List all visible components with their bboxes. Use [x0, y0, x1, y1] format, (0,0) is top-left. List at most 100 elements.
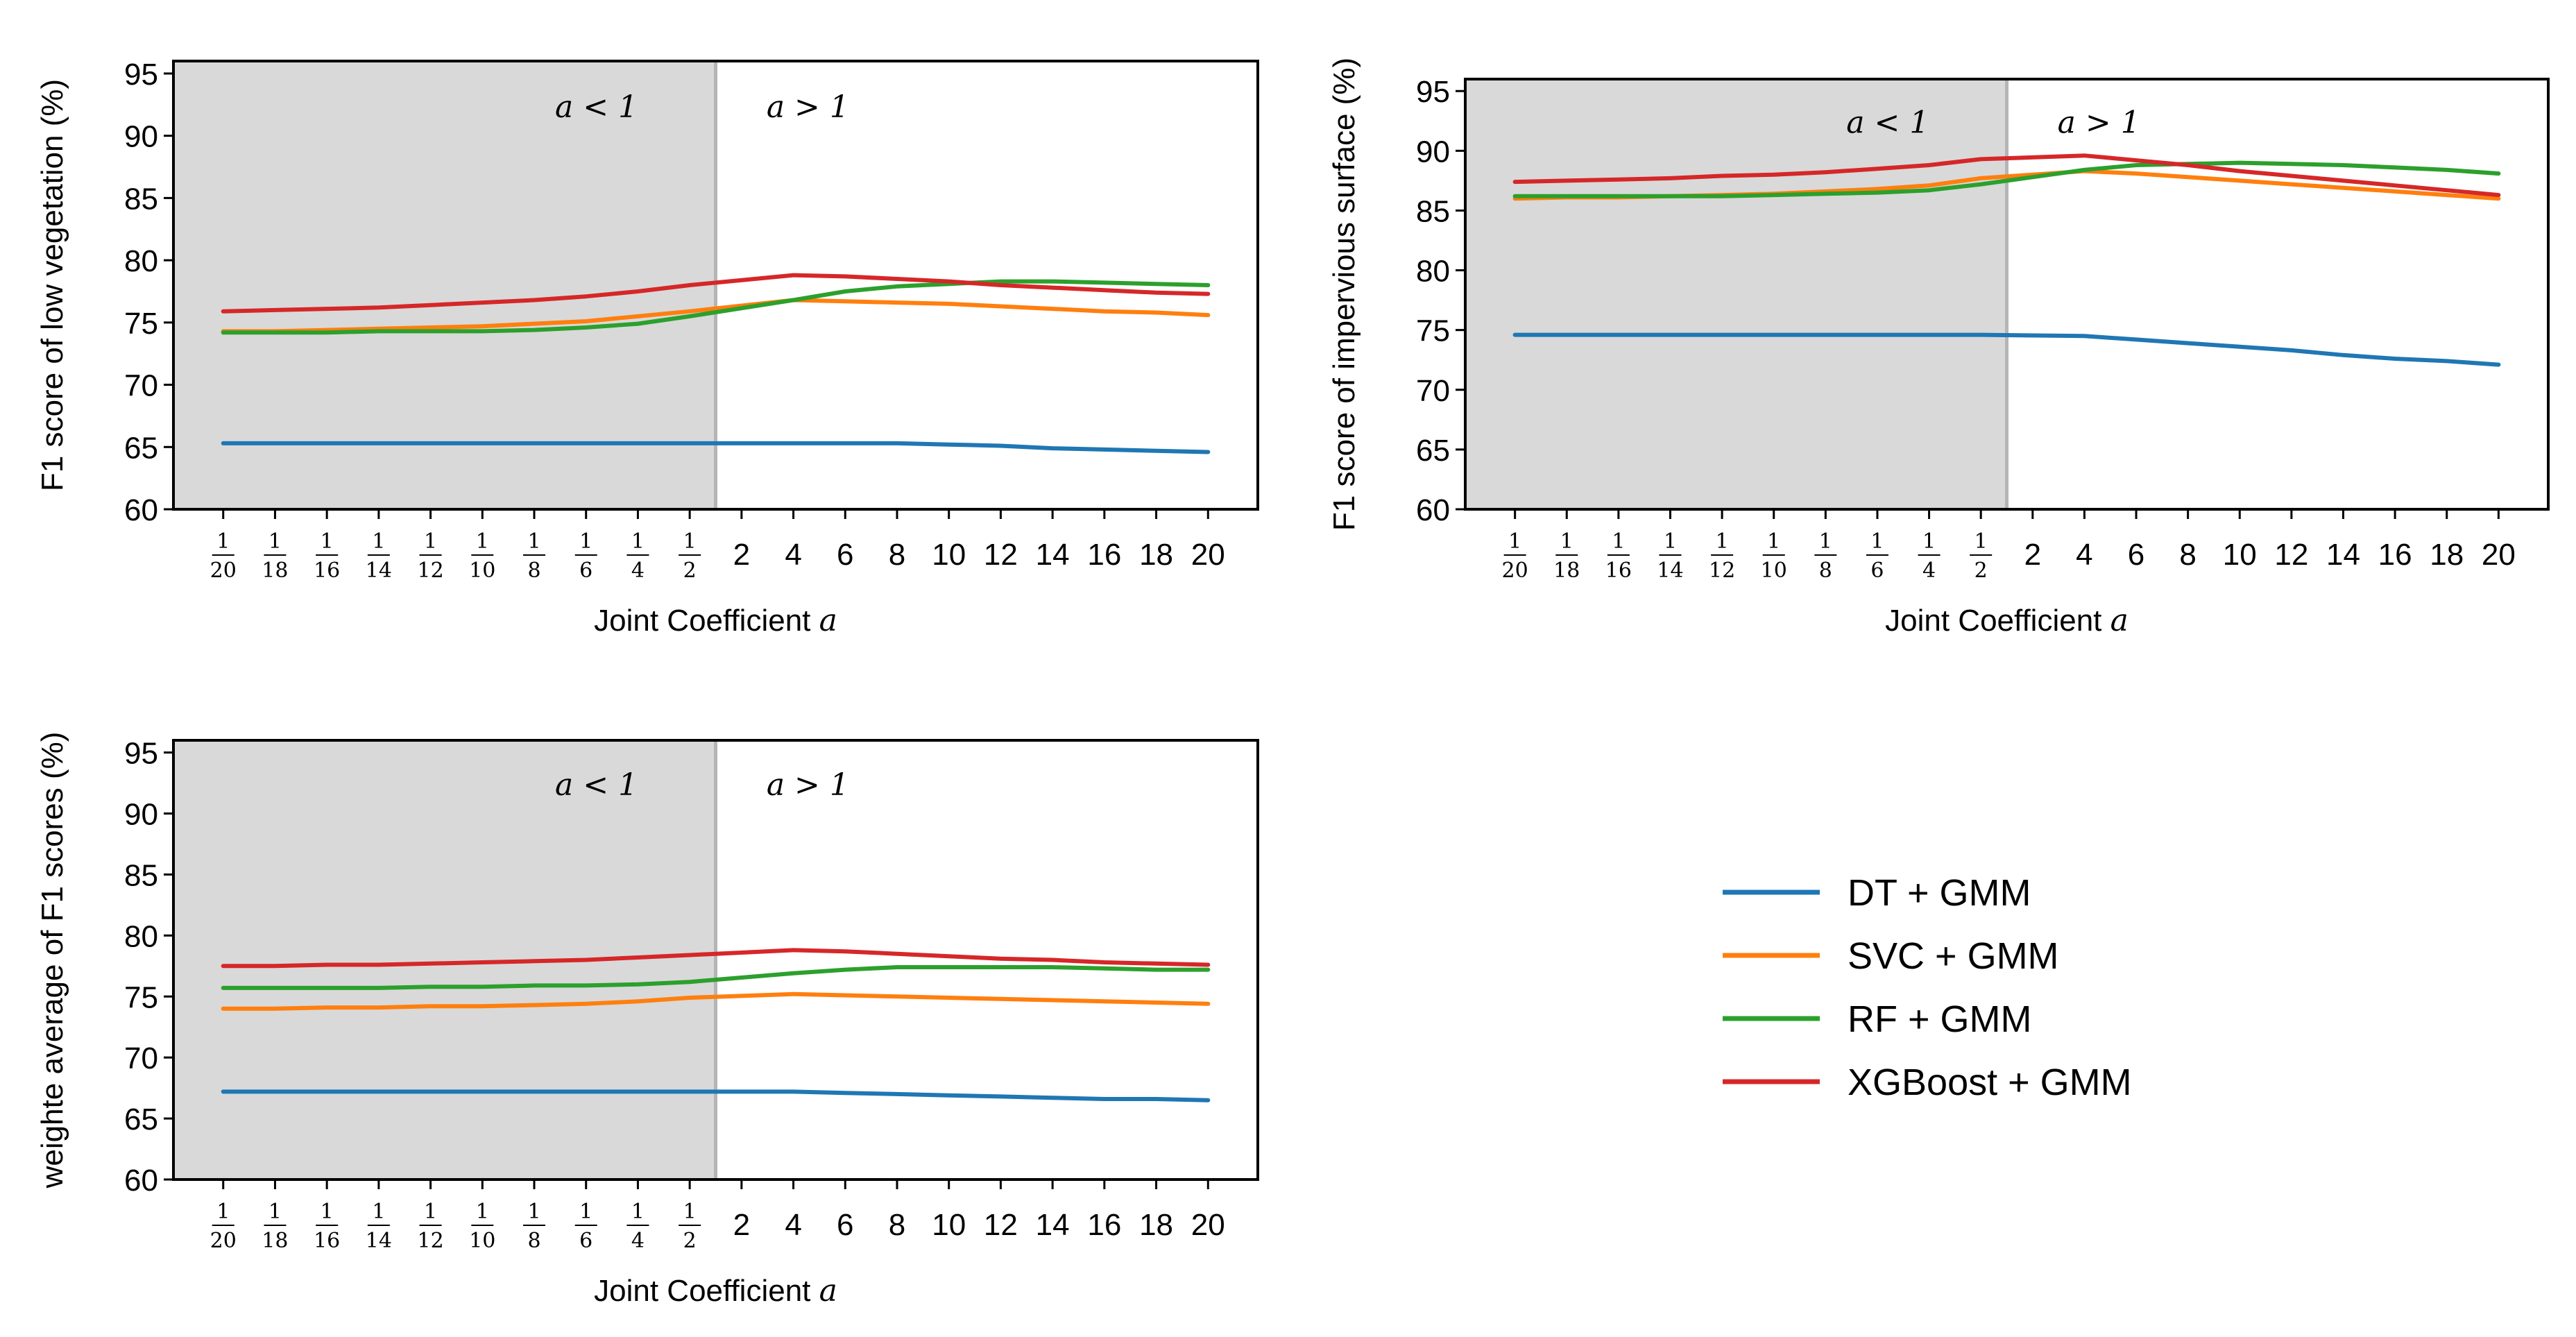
legend: DT + GMM SVC + GMM RF + GMM XGBoost + GMM — [1723, 872, 2132, 1103]
x-axis-label-symbol: a — [819, 1273, 837, 1309]
y-tick-label: 65 — [124, 1102, 158, 1136]
x-tick-numerator: 1 — [1974, 529, 1988, 554]
series-line-xgboost-gmm — [1512, 153, 2501, 198]
x-tick-denominator: 10 — [469, 1229, 495, 1253]
x-tick-denominator: 18 — [262, 1229, 288, 1253]
x-axis-label-symbol: a — [2110, 603, 2129, 638]
x-tick-denominator: 4 — [1922, 559, 1936, 583]
x-tick-label: 2 — [2024, 538, 2041, 572]
x-tick-label: 2 — [733, 538, 750, 572]
series-line-svc-gmm — [221, 298, 1211, 334]
x-axis-label: Joint Coefficient a — [1885, 603, 2129, 638]
x-tick-label: 10 — [932, 538, 966, 572]
x-tick-numerator: 1 — [1870, 529, 1884, 554]
x-tick-denominator: 12 — [417, 1229, 443, 1253]
region-right-label: a > 1 — [767, 90, 849, 125]
x-tick-denominator: 6 — [1870, 559, 1884, 583]
x-tick-numerator: 1 — [424, 1200, 437, 1224]
x-tick-denominator: 16 — [1605, 559, 1632, 583]
x-tick-denominator: 6 — [579, 559, 592, 583]
legend-label-3: RF + GMM — [1848, 998, 2032, 1040]
x-tick-numerator: 1 — [631, 529, 645, 554]
series-line-dt-gmm — [221, 1089, 1211, 1102]
x-tick-numerator: 1 — [1560, 529, 1573, 554]
y-tick-label: 75 — [1416, 314, 1450, 348]
y-axis-label: F1 score of low vegetation (%) — [35, 79, 69, 491]
x-tick-label: 2 — [733, 1208, 750, 1242]
x-tick-label: 10 — [932, 1208, 966, 1242]
region-left-label: a < 1 — [555, 90, 638, 125]
x-tick-label: 12 — [984, 538, 1018, 572]
x-tick-numerator: 1 — [372, 1200, 385, 1224]
x-tick-numerator: 1 — [579, 1200, 592, 1224]
x-tick-label: 8 — [889, 1208, 905, 1242]
y-axis-label: weighte average of F1 scores (%) — [35, 732, 69, 1189]
axes-frame — [172, 60, 1259, 511]
y-tick-label: 80 — [1416, 255, 1450, 289]
y-tick-label: 85 — [124, 858, 158, 892]
x-tick-label: 12 — [2274, 538, 2308, 572]
region-left-label: a < 1 — [555, 767, 638, 803]
x-tick-numerator: 1 — [631, 1200, 645, 1224]
x-tick-numerator: 1 — [372, 529, 385, 554]
x-tick-denominator: 8 — [1819, 559, 1832, 583]
series-line-rf-gmm — [221, 965, 1211, 990]
x-tick-denominator: 2 — [683, 559, 697, 583]
x-tick-numerator: 1 — [321, 529, 334, 554]
x-tick-numerator: 1 — [1508, 529, 1521, 554]
x-tick-label: 6 — [837, 1208, 853, 1242]
x-tick-numerator: 1 — [527, 529, 540, 554]
x-tick-denominator: 20 — [1502, 559, 1528, 583]
x-tick-label: 16 — [2378, 538, 2412, 572]
x-tick-label: 20 — [1191, 538, 1225, 572]
x-axis-label-text: Joint Coefficient — [594, 604, 819, 638]
x-tick-numerator: 1 — [1664, 529, 1677, 554]
x-tick-denominator: 4 — [631, 559, 645, 583]
x-tick-denominator: 2 — [1974, 559, 1988, 583]
x-tick-numerator: 1 — [476, 529, 489, 554]
x-tick-denominator: 16 — [314, 1229, 340, 1253]
y-axis-label: F1 score of impervious surface (%) — [1327, 58, 1361, 531]
legend-label-4: XGBoost + GMM — [1848, 1062, 2132, 1103]
x-tick-numerator: 1 — [424, 529, 437, 554]
x-tick-denominator: 6 — [579, 1229, 592, 1253]
series-line-dt-gmm — [1512, 332, 2501, 367]
y-tick-label: 70 — [1416, 374, 1450, 408]
x-axis-label-symbol: a — [819, 603, 837, 638]
y-tick-label: 80 — [124, 919, 158, 953]
series-line-svc-gmm — [221, 991, 1211, 1011]
x-tick-denominator: 16 — [314, 559, 340, 583]
x-tick-denominator: 4 — [631, 1229, 645, 1253]
series-line-rf-gmm — [1512, 160, 2501, 198]
series-line-dt-gmm — [221, 441, 1211, 454]
region-right-label: a > 1 — [767, 767, 849, 803]
x-tick-denominator: 14 — [366, 1229, 392, 1253]
x-tick-numerator: 1 — [1922, 529, 1936, 554]
x-tick-label: 14 — [1036, 1208, 1070, 1242]
y-tick-label: 60 — [1416, 493, 1450, 527]
x-tick-label: 10 — [2223, 538, 2257, 572]
x-tick-label: 18 — [1139, 538, 1173, 572]
x-tick-numerator: 1 — [1819, 529, 1832, 554]
y-tick-label: 70 — [124, 369, 158, 403]
x-tick-numerator: 1 — [216, 1200, 230, 1224]
x-tick-numerator: 1 — [683, 1200, 697, 1224]
x-tick-numerator: 1 — [268, 529, 282, 554]
x-tick-label: 18 — [2430, 538, 2464, 572]
x-tick-denominator: 18 — [262, 559, 288, 583]
x-tick-denominator: 12 — [1709, 559, 1735, 583]
legend-label-2: SVC + GMM — [1848, 935, 2059, 977]
x-tick-denominator: 8 — [527, 559, 540, 583]
x-tick-numerator: 1 — [268, 1200, 282, 1224]
x-tick-denominator: 2 — [683, 1229, 697, 1253]
y-tick-label: 60 — [124, 1164, 158, 1198]
x-tick-label: 20 — [1191, 1208, 1225, 1242]
x-tick-denominator: 14 — [1657, 559, 1683, 583]
x-tick-label: 8 — [889, 538, 905, 572]
y-tick-label: 95 — [124, 737, 158, 771]
x-tick-label: 16 — [1087, 538, 1121, 572]
y-tick-label: 60 — [124, 493, 158, 527]
x-tick-denominator: 10 — [469, 559, 495, 583]
